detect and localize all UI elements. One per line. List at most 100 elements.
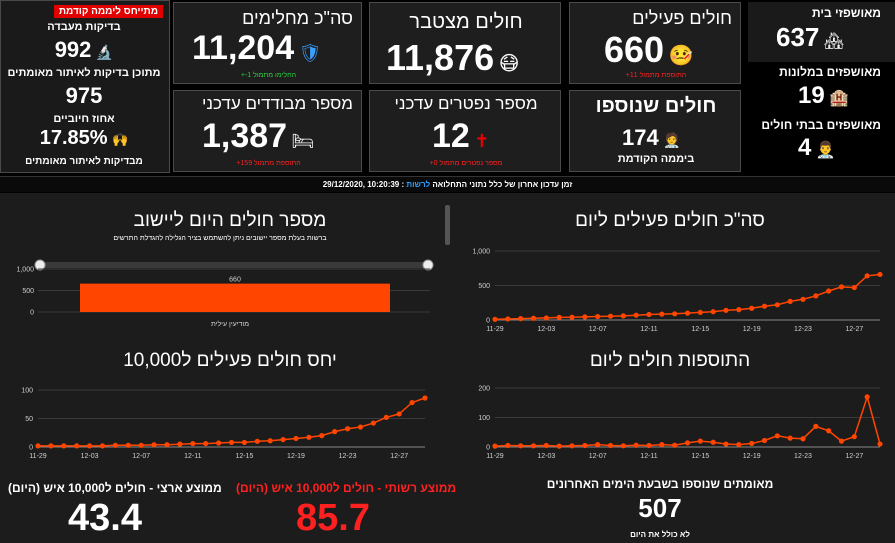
data-point	[761, 303, 768, 309]
tests-value: 992	[54, 37, 92, 62]
data-point	[99, 443, 106, 449]
isolated-card: מספר מבודדים עדכני 1,387 🛏 התוספת מתמול …	[173, 90, 362, 172]
week-confirmed-label: מאומתים שנוספו בשבעת הימים האחרונים	[546, 477, 774, 491]
data-point	[556, 314, 562, 320]
data-point	[826, 288, 832, 294]
y-tick-label: 100	[21, 388, 33, 395]
zoom-slider-handle-right	[422, 259, 434, 271]
data-point	[164, 442, 170, 448]
x-tick-label: 12-23	[339, 453, 357, 460]
data-point	[710, 439, 716, 445]
week-confirmed-sub: לא כולל את היום	[630, 530, 690, 539]
x-tick-label: 12-03	[537, 453, 555, 460]
data-point	[505, 316, 511, 322]
last-update-prefix: זמן עדכון אחרון של כלל נתוני התחלואה	[432, 180, 573, 189]
recovered-label: סה"כ מחלימים	[242, 8, 353, 28]
data-point	[710, 309, 716, 315]
cumulative-label: חולים מצטבר	[409, 11, 523, 33]
bar-y-tick: 1,000	[16, 267, 34, 274]
last-update-bar	[0, 176, 895, 192]
home-label: מאושפזי בית	[811, 6, 881, 20]
data-point	[646, 311, 652, 318]
by-city-chart-title: מספר חולים היום ליישוב	[133, 210, 327, 231]
data-point	[607, 313, 614, 319]
active-card: חולים פעילים 660 🤒 התוספת מתמול 11+	[569, 2, 741, 84]
hotel-icon: 🏨	[829, 90, 850, 107]
data-point	[800, 296, 806, 302]
x-tick-label: 12-27	[845, 453, 863, 460]
x-tick-label: 12-07	[589, 453, 607, 460]
data-point	[267, 438, 273, 444]
data-point	[684, 440, 691, 446]
data-point	[357, 424, 364, 430]
data-point	[620, 443, 626, 449]
shield-icon: 🛡	[298, 43, 322, 63]
hospital-hospitalized: מאושפזים בבתי חולים 4 👨‍⚕️	[748, 116, 895, 172]
previous-day-badge: מתייחס ליממה קודמת	[53, 5, 163, 18]
data-point	[851, 284, 857, 291]
deceased-card: מספר נפטרים עדכני 12 ✝ מספר נפטרים מתמול…	[369, 90, 561, 172]
house-icon: 🏘	[823, 33, 845, 50]
active-sub: התוספת מתמול 11+	[625, 72, 687, 79]
y-tick-label: 50	[25, 416, 33, 423]
deceased-sub: מספר נפטרים מתמול 0+	[429, 160, 503, 167]
data-point	[112, 442, 118, 448]
sick-person-icon: 🤒	[668, 45, 694, 67]
previous-day-panel: מתייחס ליממה קודמת בדיקות מעבדה 992 🔬 מת…	[0, 0, 170, 173]
positive-rate-sub: מבדיקות לאיתור מאומתים	[25, 156, 143, 167]
data-point	[749, 440, 755, 447]
x-tick-label: 12-07	[132, 453, 150, 460]
x-tick-label: 12-11	[184, 453, 201, 460]
new-daily-chart-title: התוספות חולים ליום	[589, 350, 751, 371]
data-point	[838, 284, 845, 290]
data-point	[761, 437, 768, 444]
hospital-value: 4	[798, 134, 812, 161]
data-point	[697, 309, 703, 316]
data-point	[35, 443, 41, 449]
data-point	[556, 443, 562, 449]
data-point	[787, 435, 793, 441]
y-tick-label: 0	[486, 318, 490, 325]
chart-scrollbar[interactable]	[445, 205, 450, 245]
by-city-chart-subtitle: ברשות בעלת מספר יישובים ניתן להשתמש בציר…	[113, 235, 327, 242]
data-point	[851, 434, 857, 440]
data-point	[138, 442, 144, 448]
added-sub: ביממה הקודמת	[617, 153, 695, 165]
data-point	[749, 305, 755, 311]
data-point	[684, 310, 691, 316]
x-tick-label: 12-15	[235, 453, 253, 460]
last-update-timestamp: 10:20:39 ,29/12/2020	[322, 180, 400, 189]
data-point	[492, 316, 498, 322]
x-tick-label: 12-27	[390, 453, 408, 460]
data-point	[383, 414, 389, 420]
data-point	[877, 441, 883, 447]
recovered-value: 11,204	[192, 29, 295, 67]
data-point	[280, 436, 286, 443]
local-average-value: 85.7	[296, 497, 370, 539]
data-point	[595, 313, 601, 320]
added-label: חולים שנוספו	[595, 95, 717, 117]
cumulative-value: 11,876	[386, 37, 495, 78]
y-tick-label: 500	[478, 283, 490, 290]
x-tick-label: 12-03	[81, 453, 99, 460]
home-hospitalized-card: מאושפזי בית 637 🏘	[748, 2, 895, 62]
city-category-label: מודיעין עילית	[211, 320, 249, 328]
hands-icon: 🙌	[112, 132, 129, 147]
national-average-value: 43.4	[68, 497, 142, 539]
data-point	[492, 443, 498, 449]
data-point	[151, 442, 157, 448]
y-tick-label: 0	[486, 445, 490, 452]
data-point	[864, 394, 870, 400]
new-daily-chart: 0 100 200 11-29 12-03 12-07 12-11 12-15 12-19 12-…	[478, 386, 883, 460]
data-point	[813, 423, 819, 429]
y-tick-label: 0	[29, 445, 33, 452]
added-value: 174	[622, 125, 659, 150]
active-daily-chart: 0 500 1,000 11-29 12-03 12-07 12-11 12-15 12-19 1…	[472, 249, 883, 333]
data-point	[569, 443, 575, 449]
data-point	[607, 442, 614, 449]
data-point	[774, 302, 780, 308]
series-line	[38, 397, 426, 447]
x-tick-label: 12-11	[640, 326, 657, 333]
x-tick-label: 12-27	[845, 326, 863, 333]
ratio-chart-title: יחס חולים פעילים ל10,000	[123, 350, 337, 371]
